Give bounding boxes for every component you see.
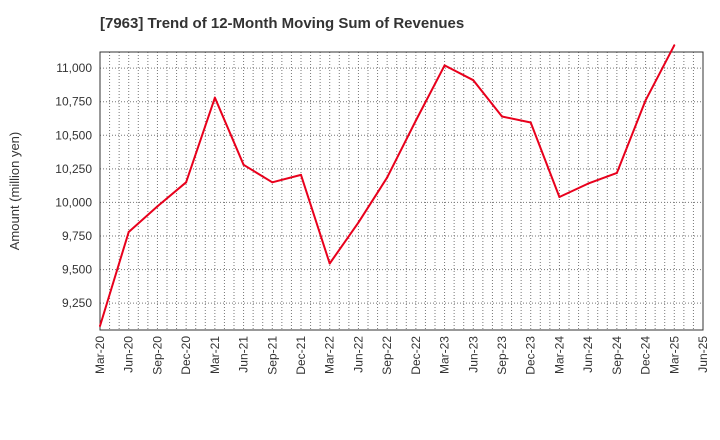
- data-point: [185, 181, 188, 184]
- data-point: [644, 99, 647, 102]
- x-tick-label: Sep-23: [495, 336, 509, 375]
- x-tick-labels: Mar-20 Jun-20 Sep-20 Dec-20 Mar-21 Jun-21 Sep-…: [93, 336, 710, 375]
- data-point: [99, 324, 101, 327]
- grid-layer: [100, 52, 703, 330]
- data-point: [673, 44, 676, 47]
- x-tick-label: Dec-21: [294, 336, 308, 375]
- y-tick-label: 11,000: [56, 61, 92, 75]
- x-tick-label: Sep-24: [610, 336, 624, 375]
- chart-title: [7963] Trend of 12-Month Moving Sum of R…: [100, 15, 465, 32]
- y-tick-label: 9,250: [62, 296, 92, 310]
- y-tick-label: 10,250: [55, 162, 92, 176]
- data-point: [357, 221, 360, 224]
- x-tick-label: Sep-20: [150, 336, 164, 375]
- data-point: [443, 64, 446, 67]
- x-tick-label: Mar-25: [667, 336, 681, 374]
- data-point: [300, 173, 302, 176]
- y-tick-label: 9,500: [62, 263, 92, 277]
- data-point: [414, 119, 417, 122]
- x-tick-label: Jun-22: [351, 336, 365, 373]
- x-tick-label: Jun-23: [466, 336, 480, 373]
- data-point: [213, 96, 216, 99]
- data-point: [127, 230, 130, 233]
- x-tick-label: Jun-21: [237, 336, 251, 373]
- data-point: [587, 182, 590, 185]
- data-point: [271, 181, 274, 184]
- x-tick-label: Jun-20: [122, 336, 136, 373]
- data-point: [558, 196, 561, 199]
- x-tick-label: Dec-20: [179, 336, 193, 375]
- y-tick-label: 10,000: [55, 195, 92, 209]
- y-tick-label: 10,750: [55, 95, 92, 109]
- data-point: [242, 163, 245, 166]
- x-tick-label: Jun-24: [581, 336, 595, 373]
- x-tick-label: Dec-23: [524, 336, 538, 375]
- x-tick-label: Dec-22: [409, 336, 423, 375]
- y-axis-label: Amount (million yen): [7, 132, 22, 251]
- y-tick-labels: 9,250 9,500 9,750 10,000 10,250 10,500 10,750 1…: [55, 61, 92, 310]
- y-tick-label: 10,500: [55, 128, 92, 142]
- x-tick-label: Mar-20: [93, 336, 107, 374]
- x-tick-label: Jun-25: [696, 336, 710, 373]
- x-tick-label: Mar-21: [208, 336, 222, 374]
- data-point: [501, 115, 503, 118]
- data-point: [615, 171, 618, 174]
- x-tick-label: Mar-23: [438, 336, 452, 374]
- data-point: [472, 79, 475, 82]
- data-point: [529, 121, 532, 124]
- plot-frame: [99, 51, 704, 331]
- x-tick-label: Sep-22: [380, 336, 394, 375]
- x-tick-label: Mar-22: [323, 336, 337, 374]
- y-tick-label: 9,750: [62, 229, 92, 243]
- x-tick-label: Sep-21: [265, 336, 279, 375]
- series-layer: [99, 44, 676, 327]
- x-tick-label: Dec-24: [639, 336, 653, 375]
- x-tick-label: Mar-24: [552, 336, 566, 374]
- data-point: [156, 205, 159, 208]
- data-point: [386, 176, 389, 179]
- data-point: [328, 262, 331, 265]
